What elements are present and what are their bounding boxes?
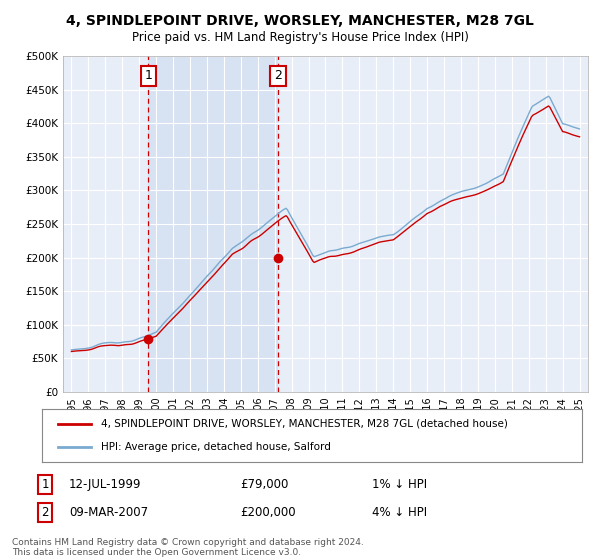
Text: £200,000: £200,000 [240, 506, 296, 519]
Text: 2: 2 [274, 69, 282, 82]
Text: £79,000: £79,000 [240, 478, 289, 491]
Text: Price paid vs. HM Land Registry's House Price Index (HPI): Price paid vs. HM Land Registry's House … [131, 31, 469, 44]
Text: 1% ↓ HPI: 1% ↓ HPI [372, 478, 427, 491]
Text: Contains HM Land Registry data © Crown copyright and database right 2024.
This d: Contains HM Land Registry data © Crown c… [12, 538, 364, 557]
Text: 09-MAR-2007: 09-MAR-2007 [69, 506, 148, 519]
Text: 4, SPINDLEPOINT DRIVE, WORSLEY, MANCHESTER, M28 7GL: 4, SPINDLEPOINT DRIVE, WORSLEY, MANCHEST… [66, 14, 534, 28]
Text: 1: 1 [145, 69, 152, 82]
Text: 2: 2 [41, 506, 49, 519]
Text: 1: 1 [41, 478, 49, 491]
Text: 4, SPINDLEPOINT DRIVE, WORSLEY, MANCHESTER, M28 7GL (detached house): 4, SPINDLEPOINT DRIVE, WORSLEY, MANCHEST… [101, 419, 508, 429]
Bar [148, 56, 278, 392]
Text: HPI: Average price, detached house, Salford: HPI: Average price, detached house, Salf… [101, 442, 331, 452]
Text: 4% ↓ HPI: 4% ↓ HPI [372, 506, 427, 519]
Text: 12-JUL-1999: 12-JUL-1999 [69, 478, 142, 491]
